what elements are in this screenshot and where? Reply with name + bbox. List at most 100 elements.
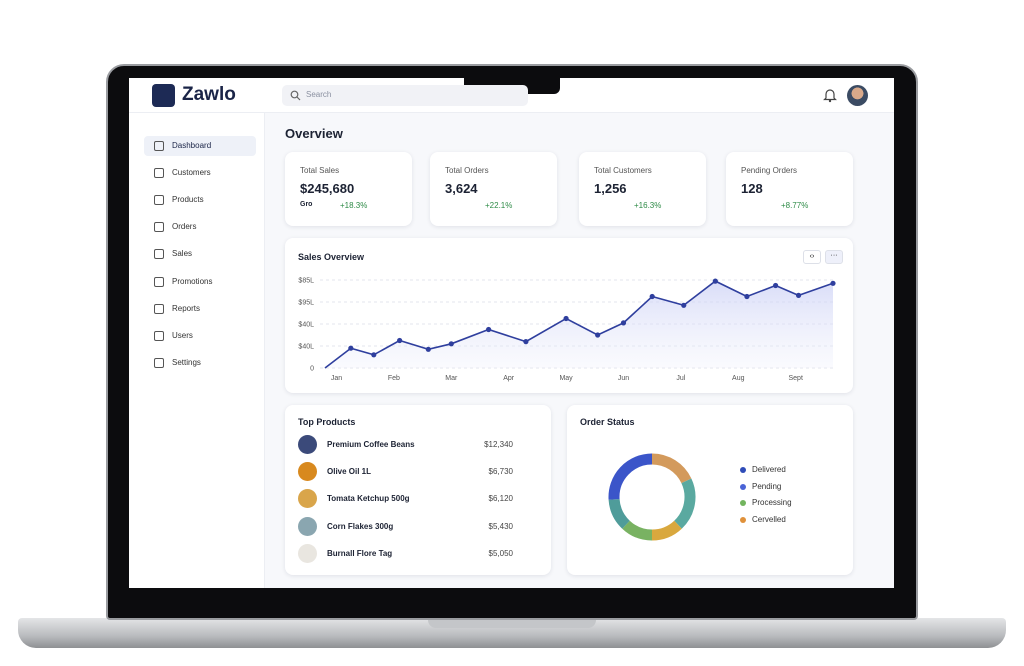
- status-title: Order Status: [580, 417, 635, 427]
- y-tick-label: $40L: [298, 322, 314, 329]
- donut-segment: [674, 478, 696, 529]
- x-tick-label: Sept: [788, 375, 802, 382]
- donut-segment: [651, 453, 692, 484]
- product-image: [298, 462, 317, 482]
- legend-swatch: [740, 467, 746, 473]
- stat-value: 1,256: [594, 181, 627, 196]
- line: [324, 280, 834, 369]
- product-image: [298, 435, 317, 454]
- page-title: Overview: [285, 126, 343, 141]
- point: [485, 326, 492, 333]
- product-name: Corn Flakes 300g: [327, 521, 394, 531]
- product-image: [298, 489, 317, 509]
- x-tick-label: Aug: [732, 375, 745, 382]
- stat-label: Total Orders: [445, 166, 489, 175]
- products-title: Top Products: [298, 417, 356, 427]
- search-placeholder: Search: [306, 90, 332, 99]
- donut-segment: [608, 498, 630, 529]
- menu-item[interactable]: Dashboard: [172, 141, 212, 150]
- y-tick-label: $95L: [298, 300, 314, 307]
- product-price: $5,050: [488, 548, 513, 558]
- product-name: Olive Oil 1L: [327, 467, 372, 477]
- stat-value: 3,624: [445, 181, 478, 196]
- stat-card: [579, 152, 706, 226]
- stat-change: +8.77%: [781, 201, 809, 210]
- product-name: Burnall Flore Tag: [327, 548, 393, 558]
- stat-value: 128: [741, 181, 763, 196]
- point: [425, 346, 431, 352]
- search-box[interactable]: [282, 85, 528, 106]
- active-item-bg: [144, 136, 256, 156]
- point: [712, 278, 718, 284]
- point: [563, 315, 569, 322]
- menu-icon: [154, 168, 164, 179]
- menu-icon: [154, 195, 164, 206]
- y-tick-label: 0: [310, 366, 314, 373]
- menu-icon: [154, 357, 164, 368]
- menu-icon: [154, 276, 164, 287]
- legend-label: Delivered: [752, 465, 786, 474]
- point: [795, 292, 802, 298]
- product-price: $5,430: [488, 521, 513, 531]
- search-icon: [290, 90, 301, 101]
- menu-icon: [154, 222, 164, 233]
- product-name: Tomata Ketchup 500g: [327, 494, 410, 504]
- user-avatar[interactable]: [847, 85, 868, 106]
- stat-label: Total Customers: [594, 166, 652, 175]
- more-button[interactable]: ···: [825, 250, 843, 264]
- stat-note: Gro: [300, 201, 313, 208]
- donut-segment: [608, 453, 653, 500]
- y-tick-label: $40L: [298, 344, 314, 351]
- legend-swatch: [740, 483, 746, 490]
- code-button[interactable]: ‹›: [803, 250, 821, 264]
- sidebar: [129, 113, 265, 588]
- point: [371, 352, 377, 358]
- x-tick-label: Mar: [445, 375, 458, 382]
- legend-label: Cervelled: [752, 514, 786, 524]
- menu-item[interactable]: Customers: [172, 168, 211, 178]
- stat-change: +18.3%: [340, 201, 368, 210]
- point: [681, 302, 687, 308]
- donut-segment: [622, 520, 653, 541]
- stat-change: +16.3%: [634, 201, 662, 210]
- x-tick-label: Jun: [618, 375, 629, 382]
- point: [348, 345, 354, 351]
- bell-icon[interactable]: [823, 88, 837, 103]
- x-tick-label: Feb: [388, 375, 400, 382]
- menu-icon: [154, 330, 164, 341]
- menu-item[interactable]: Settings: [172, 357, 201, 367]
- x-tick-label: Apr: [503, 375, 515, 382]
- menu-item[interactable]: Users: [172, 330, 193, 340]
- x-tick-label: Jul: [676, 375, 685, 382]
- x-tick-label: May: [559, 375, 573, 382]
- products-card: [285, 405, 551, 575]
- point: [830, 280, 836, 286]
- menu-icon: [154, 249, 164, 260]
- legend-swatch: [740, 516, 746, 523]
- stat-card: [726, 152, 853, 226]
- point: [649, 293, 655, 300]
- point: [772, 282, 779, 289]
- stat-label: Total Sales: [300, 166, 340, 175]
- legend-label: Pending: [752, 481, 782, 491]
- x-tick-label: Jan: [331, 375, 342, 382]
- product-price: $6,730: [488, 467, 513, 477]
- point: [744, 293, 750, 300]
- legend-swatch: [740, 500, 746, 507]
- point: [397, 337, 403, 344]
- menu-icon: [154, 141, 164, 151]
- brand: Zawlo: [182, 84, 236, 105]
- menu-item[interactable]: Orders: [172, 222, 197, 232]
- menu-item[interactable]: Sales: [172, 249, 193, 259]
- laptop-notch: [428, 618, 596, 628]
- menu-item[interactable]: Promotions: [172, 276, 213, 286]
- sales-title: Sales Overview: [298, 252, 365, 262]
- point: [595, 332, 601, 338]
- product-image: [298, 516, 317, 536]
- menu-item[interactable]: Reports: [172, 303, 201, 313]
- stat-change: +22.1%: [485, 201, 513, 210]
- menu-item[interactable]: Products: [172, 195, 204, 205]
